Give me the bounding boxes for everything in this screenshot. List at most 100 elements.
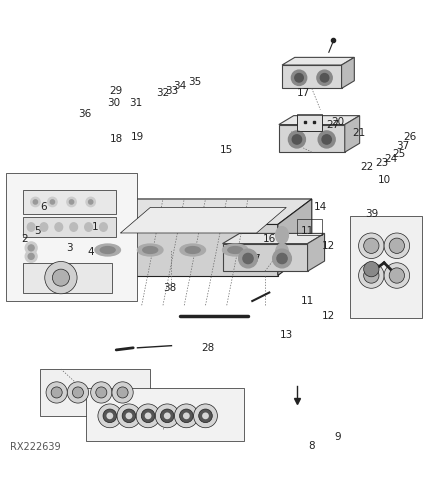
Circle shape (96, 387, 107, 398)
FancyBboxPatch shape (23, 217, 116, 237)
Text: 31: 31 (129, 98, 142, 108)
Circle shape (389, 268, 404, 283)
Polygon shape (279, 116, 360, 124)
Text: 18: 18 (110, 134, 123, 144)
FancyBboxPatch shape (23, 263, 112, 292)
Text: 7: 7 (253, 254, 260, 264)
Ellipse shape (89, 200, 93, 204)
Text: 12: 12 (322, 311, 336, 321)
Circle shape (117, 404, 141, 427)
Text: 20: 20 (331, 118, 344, 128)
Circle shape (45, 262, 77, 294)
Ellipse shape (55, 223, 62, 232)
Ellipse shape (27, 223, 35, 232)
Ellipse shape (25, 242, 37, 254)
Text: 11: 11 (301, 296, 314, 306)
Polygon shape (120, 208, 286, 233)
Text: 26: 26 (403, 132, 416, 142)
Text: 32: 32 (156, 88, 169, 98)
Circle shape (384, 233, 410, 258)
Ellipse shape (100, 223, 107, 232)
Circle shape (288, 131, 306, 148)
Text: 30: 30 (107, 98, 121, 108)
Text: 28: 28 (201, 343, 214, 353)
FancyBboxPatch shape (23, 190, 116, 214)
Ellipse shape (33, 200, 38, 204)
Text: 1: 1 (92, 222, 98, 232)
Circle shape (107, 412, 113, 419)
Ellipse shape (276, 244, 288, 260)
Polygon shape (86, 388, 244, 442)
Ellipse shape (223, 244, 248, 256)
Circle shape (112, 382, 133, 403)
Ellipse shape (67, 198, 76, 206)
Ellipse shape (48, 198, 57, 206)
Circle shape (122, 409, 136, 422)
Circle shape (91, 382, 112, 403)
Text: 12: 12 (322, 240, 336, 250)
Circle shape (164, 412, 171, 419)
Circle shape (359, 233, 384, 258)
Circle shape (51, 387, 62, 398)
Text: 33: 33 (165, 86, 178, 96)
Text: 27: 27 (327, 120, 340, 130)
Circle shape (155, 404, 179, 427)
Text: 23: 23 (375, 158, 389, 168)
Circle shape (52, 269, 69, 286)
Ellipse shape (137, 244, 163, 256)
Ellipse shape (40, 223, 48, 232)
Ellipse shape (31, 198, 40, 206)
Text: 19: 19 (131, 132, 144, 142)
Text: 4: 4 (87, 247, 94, 257)
Circle shape (243, 254, 253, 264)
Text: 11: 11 (301, 226, 314, 236)
Text: 8: 8 (309, 440, 315, 450)
Text: 36: 36 (78, 109, 91, 119)
Ellipse shape (100, 246, 115, 254)
Circle shape (199, 409, 212, 422)
Circle shape (141, 409, 155, 422)
Circle shape (103, 409, 116, 422)
Circle shape (175, 404, 198, 427)
Circle shape (389, 238, 404, 254)
Polygon shape (282, 58, 354, 65)
Text: 14: 14 (314, 202, 327, 212)
Polygon shape (223, 244, 308, 272)
Circle shape (117, 387, 128, 398)
Text: 6: 6 (41, 202, 47, 212)
Ellipse shape (185, 246, 200, 254)
Text: RX222639: RX222639 (10, 442, 60, 452)
Text: 9: 9 (334, 432, 341, 442)
Polygon shape (65, 199, 312, 224)
Ellipse shape (28, 245, 34, 251)
Polygon shape (40, 369, 150, 416)
Circle shape (125, 412, 132, 419)
Circle shape (136, 404, 160, 427)
Text: 2: 2 (21, 234, 28, 244)
Text: 25: 25 (392, 150, 406, 160)
Circle shape (183, 412, 190, 419)
Ellipse shape (25, 250, 37, 262)
FancyBboxPatch shape (297, 114, 322, 131)
Polygon shape (65, 224, 278, 276)
Circle shape (202, 412, 209, 419)
Ellipse shape (70, 223, 77, 232)
Polygon shape (223, 234, 324, 243)
Ellipse shape (28, 254, 34, 260)
Text: 17: 17 (297, 88, 310, 98)
Circle shape (320, 74, 329, 82)
Circle shape (239, 249, 257, 268)
Circle shape (160, 409, 174, 422)
Polygon shape (278, 199, 312, 276)
Circle shape (364, 238, 379, 254)
Text: 3: 3 (66, 243, 73, 253)
Text: 38: 38 (163, 284, 176, 294)
Circle shape (364, 268, 379, 283)
Circle shape (98, 404, 122, 427)
Circle shape (292, 135, 302, 144)
Circle shape (364, 262, 379, 277)
Text: 13: 13 (279, 330, 293, 340)
Ellipse shape (50, 200, 54, 204)
Text: 35: 35 (188, 77, 202, 87)
Text: 21: 21 (352, 128, 365, 138)
